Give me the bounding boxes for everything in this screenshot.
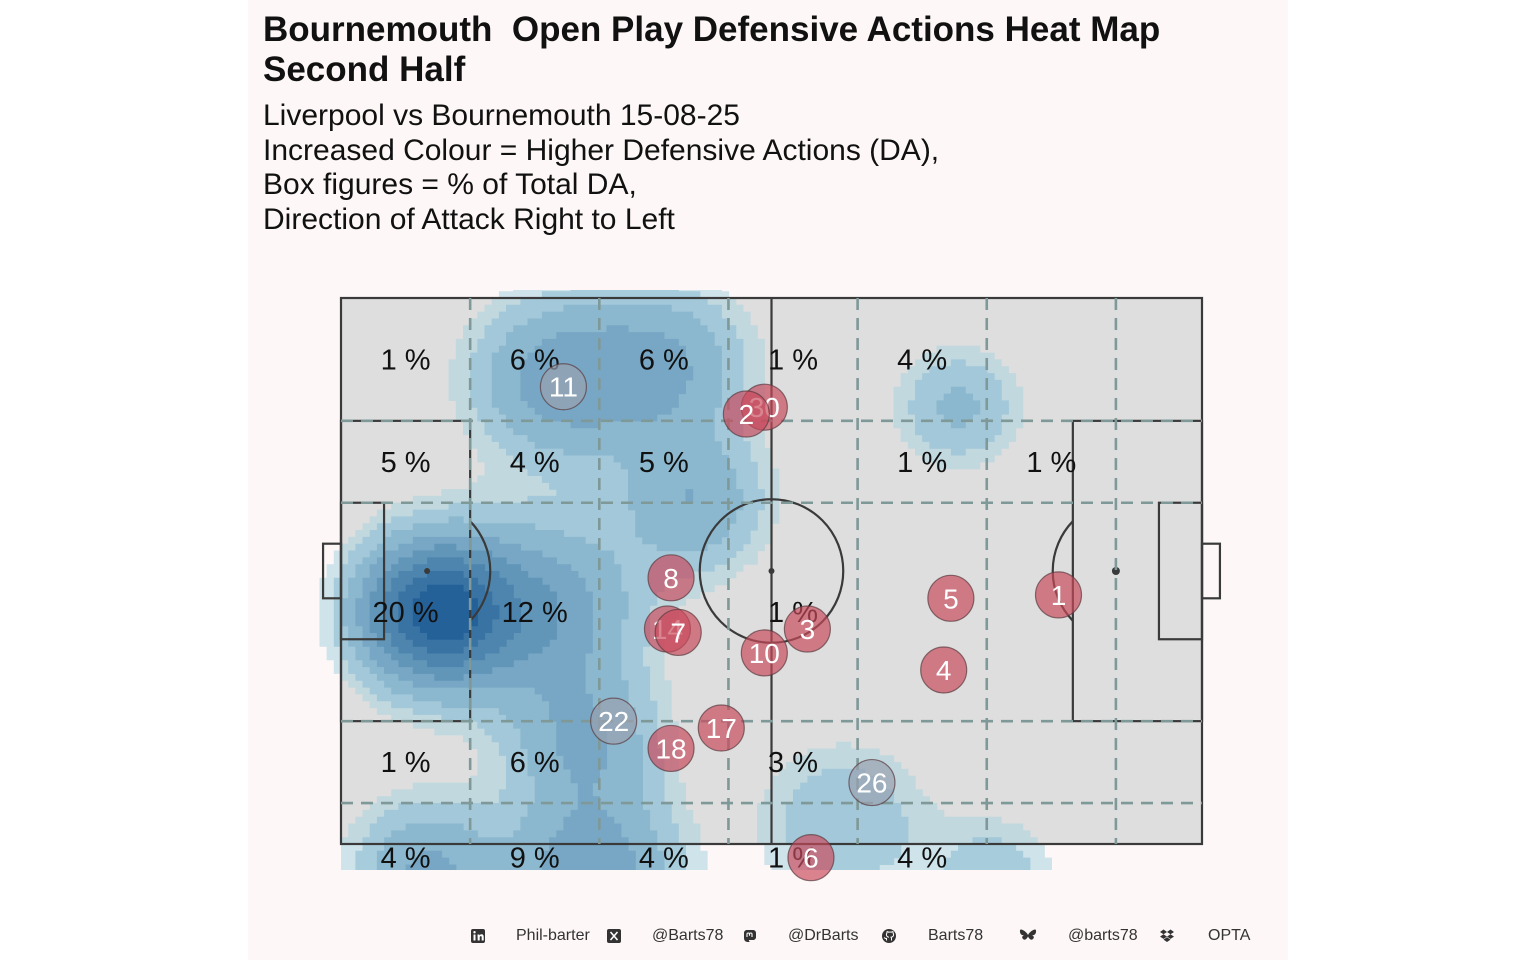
subtitle-line-direction: Direction of Attack Right to Left [263,202,675,236]
zone-percent-label: 5 % [381,447,431,479]
player-circle [848,758,896,807]
footer-x-handle[interactable]: @Barts78 [652,927,724,944]
player-circle [927,574,975,622]
player-marker-8: 8 [647,554,695,602]
player-number: 18 [655,733,686,764]
player-circle [722,390,770,438]
player-circle [1034,571,1083,619]
player-circle [647,554,695,602]
player-circle [740,629,788,677]
player-circle [783,605,831,653]
player-number: 8 [663,563,679,594]
player-number: 10 [749,638,780,669]
player-number: 3 [800,614,816,645]
zone-percent-label: 1 % [381,344,431,376]
linkedin-icon[interactable] [470,928,486,944]
footer-github-handle[interactable]: Barts78 [928,927,984,944]
player-circle [647,724,695,773]
player-marker-22: 22 [590,697,638,745]
zone-percent-label: 4 % [510,447,560,479]
zone-percent-label: 4 % [897,843,947,875]
player-marker-3: 3 [783,605,831,653]
player-circle [697,704,745,752]
zone-percent-label: 4 % [381,843,431,875]
zone-percent-label: 1 % [1026,447,1076,479]
player-number: 6 [803,843,819,874]
player-number: 17 [706,713,737,744]
centre-spot [768,568,775,574]
left-penalty-spot [424,568,431,574]
footer-mastodon-handle[interactable]: @DrBarts [788,927,859,944]
player-circle [787,834,835,882]
player-circle [654,608,702,657]
player-marker-7: 7 [654,608,702,657]
player-number: 11 [549,372,578,403]
left-goal [321,542,343,600]
chart-subtitle: Liverpool vs Bournemouth 15-08-25 Increa… [263,99,939,237]
player-marker-5: 5 [927,574,975,622]
footer-linkedin-handle[interactable]: Phil-barter [516,927,590,944]
player-marker-17: 17 [697,704,745,752]
zone-percent-label: 12 % [502,597,568,629]
footer-bluesky-handle[interactable]: @barts78 [1068,927,1138,944]
x-twitter-icon[interactable] [606,928,622,944]
chart-title: Bournemouth Open Play Defensive Actions … [263,10,1161,89]
player-number: 2 [739,399,755,430]
right-penalty-spot [1111,567,1120,575]
player-number: 1 [1051,580,1067,611]
subtitle-line-colour-note: Increased Colour = Higher Defensive Acti… [263,133,940,167]
zone-percent-label: 20 % [373,597,439,629]
player-marker-11: 11 [539,363,588,411]
left-penalty-arc [469,520,492,622]
github-icon[interactable] [881,928,897,944]
player-number: 5 [943,583,959,614]
player-markers: 113028147310541221718266 [539,363,1083,882]
zone-percent-label: 4 % [639,843,689,875]
zone-percent-label: 6 % [639,344,689,376]
player-number: 26 [856,768,887,799]
bluesky-icon[interactable] [1019,928,1037,944]
player-number: 22 [598,706,629,737]
density-level-8 [412,584,478,640]
player-circle [920,646,968,694]
player-marker-2: 2 [722,390,770,438]
subtitle-line-box-note: Box figures = % of Total DA, [263,168,637,201]
player-circle [590,697,638,745]
player-marker-10: 10 [740,629,788,677]
subtitle-line-match: Liverpool vs Bournemouth 15-08-25 [263,99,740,132]
player-marker-4: 4 [920,646,968,694]
density-contour [333,290,1031,870]
zone-percent-label: 1 % [381,747,431,779]
zone-percent-label: 5 % [639,447,689,479]
zone-percent-label: 3 % [768,747,818,779]
zone-percent-label: 9 % [510,843,560,875]
player-marker-6: 6 [787,834,835,882]
player-circle [539,363,588,411]
player-marker-26: 26 [848,758,896,807]
zone-percent-label: 4 % [897,344,947,376]
zone-percent-label: 1 % [897,447,947,479]
player-number: 7 [670,617,686,648]
dropbox-icon[interactable] [1159,928,1175,944]
player-number: 4 [936,655,952,686]
density-level-2 [333,290,1031,870]
density-contour [412,584,478,640]
footer-data-source: OPTA [1208,927,1251,944]
right-goal [1200,542,1222,600]
zone-percent-label: 6 % [510,747,560,779]
zone-percent-label: 1 % [768,344,818,376]
player-marker-1: 1 [1034,571,1083,619]
player-marker-18: 18 [647,724,695,773]
mastodon-icon[interactable] [742,928,758,944]
